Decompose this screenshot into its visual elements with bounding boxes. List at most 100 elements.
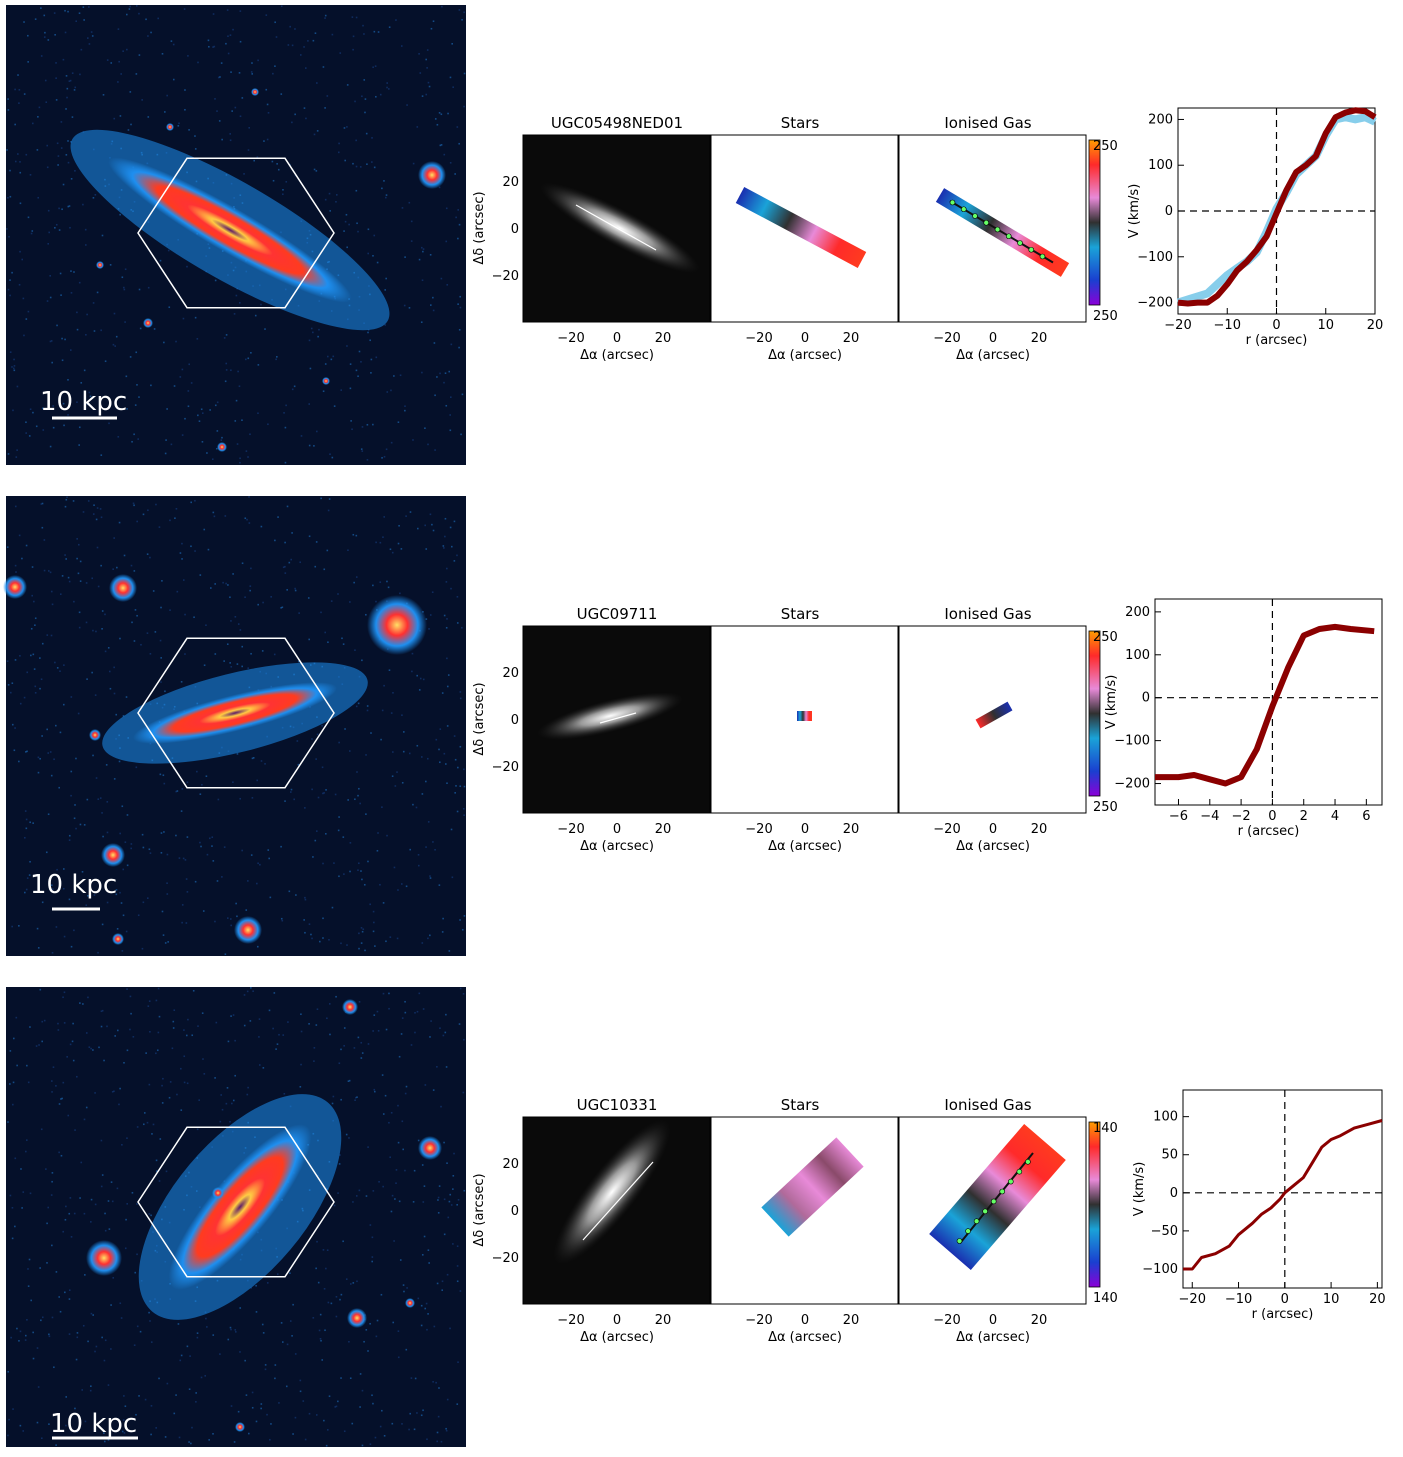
scale-bar-label: 10 kpc — [30, 870, 117, 900]
map-x-tick: 20 — [1031, 822, 1048, 837]
rc-x-tick: 6 — [1362, 809, 1370, 824]
map-x-tick: 0 — [989, 1313, 997, 1328]
rc-x-tick: 4 — [1331, 809, 1339, 824]
map-axis-ticks: −20 0 20 −20 0 20 −20 0 20 20 0 −20 — [492, 666, 1048, 837]
gas-rotation-curve — [1177, 107, 1377, 307]
rc-y-tick: 0 — [1142, 691, 1150, 706]
map-y-tick: −20 — [492, 760, 519, 775]
map-x-tick: 20 — [843, 822, 860, 837]
rc-xlabel: r (arcsec) — [1238, 824, 1300, 839]
velocity-colorbar — [1088, 139, 1101, 306]
gas-title: Ionised Gas — [944, 114, 1031, 132]
stars-velocity-field — [735, 187, 867, 268]
gas-velocity-field — [929, 1124, 1066, 1270]
stars-xlabel: Δα (arcsec) — [768, 1330, 842, 1345]
map-x-tick: 0 — [613, 1313, 621, 1328]
rc-y-tick: −100 — [1142, 1262, 1178, 1277]
deep-image: 10 kpc — [6, 5, 466, 465]
map-y-tick: 20 — [502, 175, 519, 190]
rc-x-tick: 20 — [1369, 1292, 1386, 1307]
map-x-tick: 0 — [801, 331, 809, 346]
ifu-hexagon — [137, 637, 335, 789]
rc-y-tick: −200 — [1137, 296, 1173, 311]
rc-x-tick: 0 — [1281, 1292, 1289, 1307]
deep-image: 10 kpc — [6, 987, 466, 1447]
map-x-tick: −20 — [745, 331, 772, 346]
rc-curves — [1155, 599, 1382, 805]
sky-noise — [7, 987, 466, 1447]
galaxy-name: UGC10331 — [577, 1096, 658, 1114]
colorbar-bottom-label: 140 — [1093, 1291, 1118, 1306]
map-x-tick: −20 — [557, 1313, 584, 1328]
rc-x-tick: 10 — [1323, 1292, 1340, 1307]
rc-y-tick: 100 — [1125, 648, 1150, 663]
rc-x-tick: −20 — [1164, 318, 1191, 333]
slit-line — [582, 1161, 654, 1241]
rc-x-tick: 0 — [1272, 318, 1280, 333]
row-graphics: 10 kpc UGC05498NED01 Stars Ionised Gas — [6, 5, 1384, 465]
map-x-tick: 0 — [613, 331, 621, 346]
ifu-hexagon — [137, 1126, 335, 1278]
rc-x-tick: −4 — [1200, 809, 1219, 824]
rc-curves — [1176, 107, 1377, 314]
galaxy-name: UGC05498NED01 — [551, 114, 683, 132]
sky-noise — [6, 496, 466, 956]
image-ylabel: Δδ (arcsec) — [472, 1173, 487, 1246]
figure-row: 10 kpc UGC10331 Stars Ionised Gas — [0, 982, 1403, 1457]
stars-xlabel: Δα (arcsec) — [768, 348, 842, 363]
ifu-hexagon — [137, 157, 335, 309]
gas-velocity-field — [975, 701, 1013, 729]
map-x-tick: 0 — [613, 822, 621, 837]
rc-x-tick: 20 — [1367, 318, 1384, 333]
rc-xlabel: r (arcsec) — [1252, 1307, 1314, 1322]
stars-velocity-field — [761, 1137, 864, 1237]
rc-ylabel: V (km/s) — [1127, 184, 1142, 239]
gas-xlabel: Δα (arcsec) — [956, 1330, 1030, 1345]
figure-row: 10 kpc UGC09711 Stars Ionised Gas — [0, 491, 1403, 966]
map-x-tick: 20 — [843, 331, 860, 346]
map-axis-ticks: −20 0 20 −20 0 20 −20 0 20 20 0 −20 — [492, 175, 1048, 346]
map-x-tick: 20 — [843, 1313, 860, 1328]
gray-galaxy — [540, 182, 700, 274]
image-xlabel: Δα (arcsec) — [580, 348, 654, 363]
rc-y-tick: −100 — [1137, 250, 1173, 265]
galaxy-image — [70, 129, 390, 331]
rc-y-tick: −200 — [1114, 777, 1150, 792]
image-xlabel: Δα (arcsec) — [580, 839, 654, 854]
map-axis-ticks: −20 0 20 −20 0 20 −20 0 20 20 0 −20 — [492, 1157, 1048, 1328]
map-panels: UGC09711 Stars Ionised Gas 250 250 — [472, 605, 1118, 854]
map-x-tick: 0 — [801, 1313, 809, 1328]
galaxy-image — [102, 662, 368, 764]
rc-curves — [1183, 1090, 1383, 1288]
map-x-tick: −20 — [745, 822, 772, 837]
rc-y-tick: 50 — [1161, 1148, 1178, 1163]
stars-title: Stars — [781, 605, 820, 623]
rc-x-tick: 0 — [1268, 809, 1276, 824]
scale-bar-label: 10 kpc — [40, 387, 127, 417]
gas-xlabel: Δα (arcsec) — [956, 839, 1030, 854]
stars-title: Stars — [781, 1096, 820, 1114]
rc-y-tick: 100 — [1153, 1110, 1178, 1125]
velocity-colorbar — [1088, 630, 1101, 797]
rc-x-tick: 10 — [1317, 318, 1334, 333]
map-y-tick: 0 — [511, 222, 519, 237]
rc-y-tick: −100 — [1114, 734, 1150, 749]
map-x-tick: −20 — [933, 331, 960, 346]
map-x-tick: 20 — [655, 1313, 672, 1328]
row-graphics: 10 kpc UGC09711 Stars Ionised Gas — [3, 496, 1383, 956]
map-x-tick: 0 — [801, 822, 809, 837]
rotation-curve-chart: −6 −4 −2 0 2 4 6 200 100 0 −100 −200 r (arcsec) V (… — [1104, 598, 1383, 839]
rc-ylabel: V (km/s) — [1132, 1162, 1147, 1217]
colorbar-bottom-label: 250 — [1093, 309, 1118, 324]
map-x-tick: −20 — [745, 1313, 772, 1328]
map-y-tick: 20 — [502, 666, 519, 681]
galaxy-name: UGC09711 — [577, 605, 658, 623]
foreground-stars — [3, 574, 427, 945]
rc-y-tick: 200 — [1148, 112, 1173, 127]
rc-y-tick: 0 — [1170, 1186, 1178, 1201]
velocity-colorbar — [1088, 1121, 1101, 1288]
foreground-stars — [96, 88, 446, 452]
stars-xlabel: Δα (arcsec) — [768, 839, 842, 854]
